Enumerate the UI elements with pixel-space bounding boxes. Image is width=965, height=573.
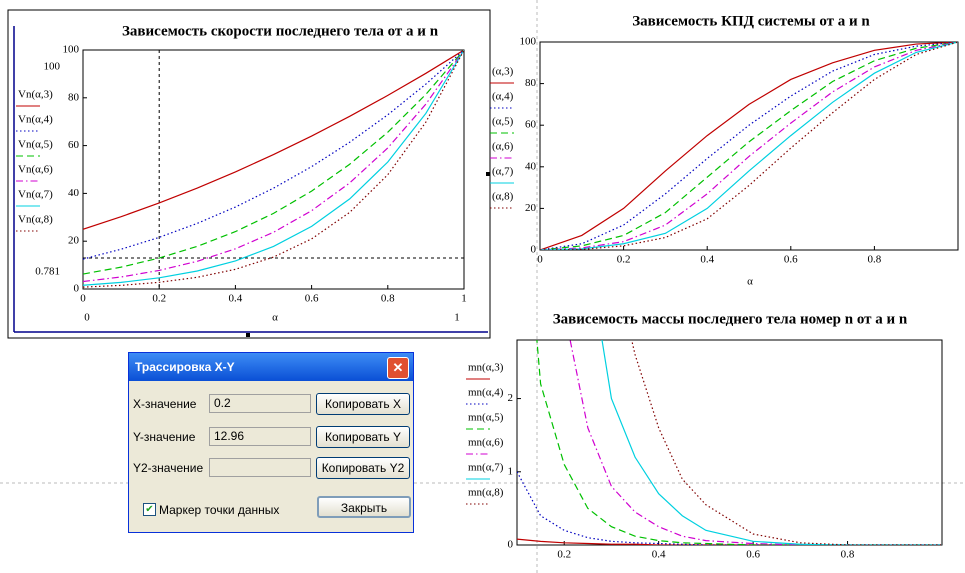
chart-title: Зависемость скорости последнего тела от … (122, 23, 439, 39)
series-line (540, 42, 958, 250)
y-tick-label: 80 (525, 77, 537, 89)
legend-label: Vn(α,6) (18, 164, 53, 176)
x-tick-label: 0 (80, 293, 86, 305)
x-tick-label: 0.6 (784, 254, 798, 266)
plot-frame (516, 339, 943, 546)
chart-title: Зависемость КПД системы от а и n (632, 13, 870, 29)
y-tick-label: 100 (63, 44, 80, 56)
chart-title: Зависемость массы последнего тела номер … (553, 311, 908, 327)
series-line (540, 42, 958, 250)
legend-label: (α,6) (492, 141, 514, 153)
x-tick-label: 0.2 (152, 293, 166, 305)
legend-label: Vn(α,7) (18, 189, 53, 201)
y-tick-label: 80 (68, 91, 80, 103)
dialog-title: Трассировка X-Y ✕ (129, 353, 413, 381)
legend-label: mn(α,7) (468, 462, 504, 474)
y-tick-label: 0 (74, 283, 80, 295)
legend-label: Vn(α,4) (18, 114, 53, 126)
x-tick-label: 0.4 (700, 254, 714, 266)
y2-label: Y2-значение (133, 461, 204, 475)
x-field[interactable]: 0.2 (209, 394, 311, 413)
series-line (540, 42, 958, 250)
series-line (83, 50, 464, 283)
x-tick-label: 0.4 (652, 549, 666, 561)
trace-dialog: Трассировка X-Y ✕ X-значение 0.2 Копирова… (128, 352, 414, 533)
x-tick-label: 0.2 (557, 549, 571, 561)
plot-frame (82, 49, 465, 290)
close-button[interactable]: Закрыть (317, 496, 411, 518)
x-axis-label: α (747, 276, 753, 288)
x-tick-label: 0.8 (868, 254, 882, 266)
series-line (631, 340, 942, 545)
y-limit-label: 0.781 (35, 266, 60, 278)
x-tick-label: 0.8 (841, 549, 855, 561)
x-tick-label: 0.6 (746, 549, 760, 561)
legend-label: (α,3) (492, 66, 514, 78)
series-line (569, 340, 942, 545)
y-field[interactable]: 12.96 (209, 427, 311, 446)
legend-label: Vn(α,5) (18, 139, 53, 151)
x-tick-label: 1 (461, 293, 467, 305)
series-line (83, 50, 464, 288)
series-line (83, 50, 464, 260)
legend-label: Vn(α,3) (18, 89, 53, 101)
y-tick-label: 60 (525, 119, 537, 131)
x-tick-label: 0.8 (381, 293, 395, 305)
y-tick-label: 20 (525, 202, 537, 214)
x-limit-label: 1 (454, 312, 460, 324)
series-line (540, 42, 958, 250)
legend-label: mn(α,8) (468, 487, 504, 499)
x-tick-label: 0 (537, 254, 543, 266)
copy-y2-button[interactable]: Копировать Y2 (316, 457, 410, 479)
copy-x-button[interactable]: Копировать X (316, 393, 410, 415)
series-line (517, 471, 942, 545)
series-line (83, 50, 464, 230)
y-tick-label: 0 (531, 244, 537, 256)
series-line (540, 42, 958, 250)
resize-handle (246, 333, 250, 337)
series-line (517, 538, 942, 545)
copy-y-button[interactable]: Копировать Y (316, 426, 410, 448)
marker-label: Маркер точки данных (159, 503, 280, 517)
y-label: Y-значение (133, 430, 196, 444)
y-tick-label: 40 (525, 160, 537, 172)
x-tick-label: 0.6 (305, 293, 319, 305)
y-tick-label: 40 (68, 187, 80, 199)
y-tick-label: 1 (508, 465, 514, 477)
y-limit-label: 100 (44, 61, 61, 73)
legend-label: (α,8) (492, 191, 514, 203)
legend-label: mn(α,4) (468, 387, 504, 399)
x-limit-label: 0 (84, 312, 90, 324)
y-tick-label: 2 (508, 392, 514, 404)
y2-field[interactable] (209, 458, 311, 477)
x-axis-label: α (272, 312, 278, 324)
legend-label: mn(α,5) (468, 412, 504, 424)
dialog-title-text: Трассировка X-Y (135, 360, 235, 374)
x-label: X-значение (133, 397, 197, 411)
y-tick-label: 0 (508, 539, 514, 551)
series-line (601, 340, 942, 545)
legend-label: (α,5) (492, 116, 514, 128)
x-tick-label: 0.4 (229, 293, 243, 305)
legend-label: (α,7) (492, 166, 514, 178)
legend-label: Vn(α,8) (18, 214, 53, 226)
x-tick-label: 0.2 (617, 254, 631, 266)
plot-frame (539, 41, 959, 251)
y-tick-label: 60 (68, 139, 80, 151)
close-icon[interactable]: ✕ (387, 357, 409, 379)
y-tick-label: 20 (68, 235, 80, 247)
marker-checkbox[interactable]: ✔ (143, 503, 156, 516)
series-line (83, 50, 464, 275)
legend-label: mn(α,6) (468, 437, 504, 449)
y-tick-label: 100 (520, 36, 537, 48)
legend-label: mn(α,3) (468, 362, 504, 374)
legend-label: (α,4) (492, 91, 514, 103)
resize-handle (486, 172, 490, 176)
series-line (83, 50, 464, 286)
series-line (540, 42, 958, 250)
